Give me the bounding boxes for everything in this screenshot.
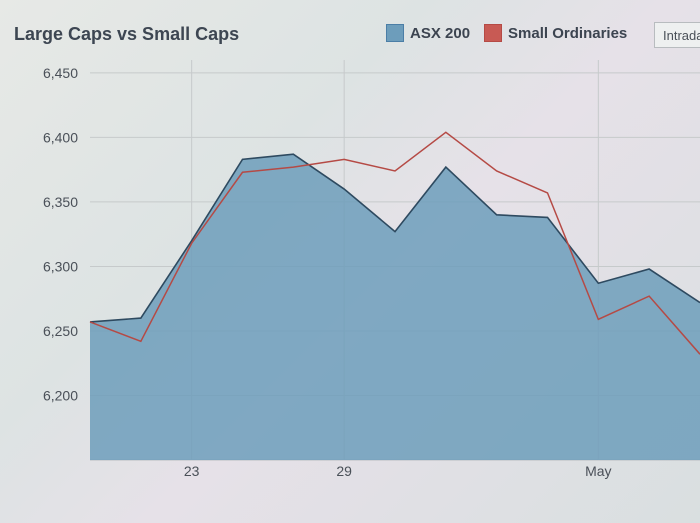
range-selector-button[interactable]: Intraday (654, 22, 700, 48)
area-asx-200 (90, 154, 700, 460)
legend: ASX 200 Small Ordinaries (386, 24, 641, 42)
y-tick-label: 6,450 (43, 65, 78, 81)
y-tick-label: 6,300 (43, 258, 78, 274)
y-tick-label: 6,400 (43, 129, 78, 145)
legend-swatch-asx-200 (386, 24, 404, 42)
x-tick-label: 23 (184, 463, 200, 479)
legend-item-small-ordinaries[interactable]: Small Ordinaries (484, 24, 627, 42)
y-tick-label: 6,200 (43, 387, 78, 403)
legend-label-asx-200: ASX 200 (410, 24, 471, 42)
x-tick-label: 29 (336, 463, 352, 479)
line-asx-200 (89, 153, 700, 323)
legend-swatch-small-ordinaries (484, 24, 503, 42)
chart-title: Large Caps vs Small Caps (14, 24, 240, 44)
y-tick-label: 6,350 (43, 194, 78, 210)
y-tick-label: 6,250 (43, 323, 78, 339)
legend-item-asx-200[interactable]: ASX 200 (386, 24, 470, 42)
line-small-ordinaries (89, 131, 700, 355)
legend-label-small-ordinaries: Small Ordinaries (508, 24, 628, 42)
x-tick-label: May (585, 463, 611, 479)
